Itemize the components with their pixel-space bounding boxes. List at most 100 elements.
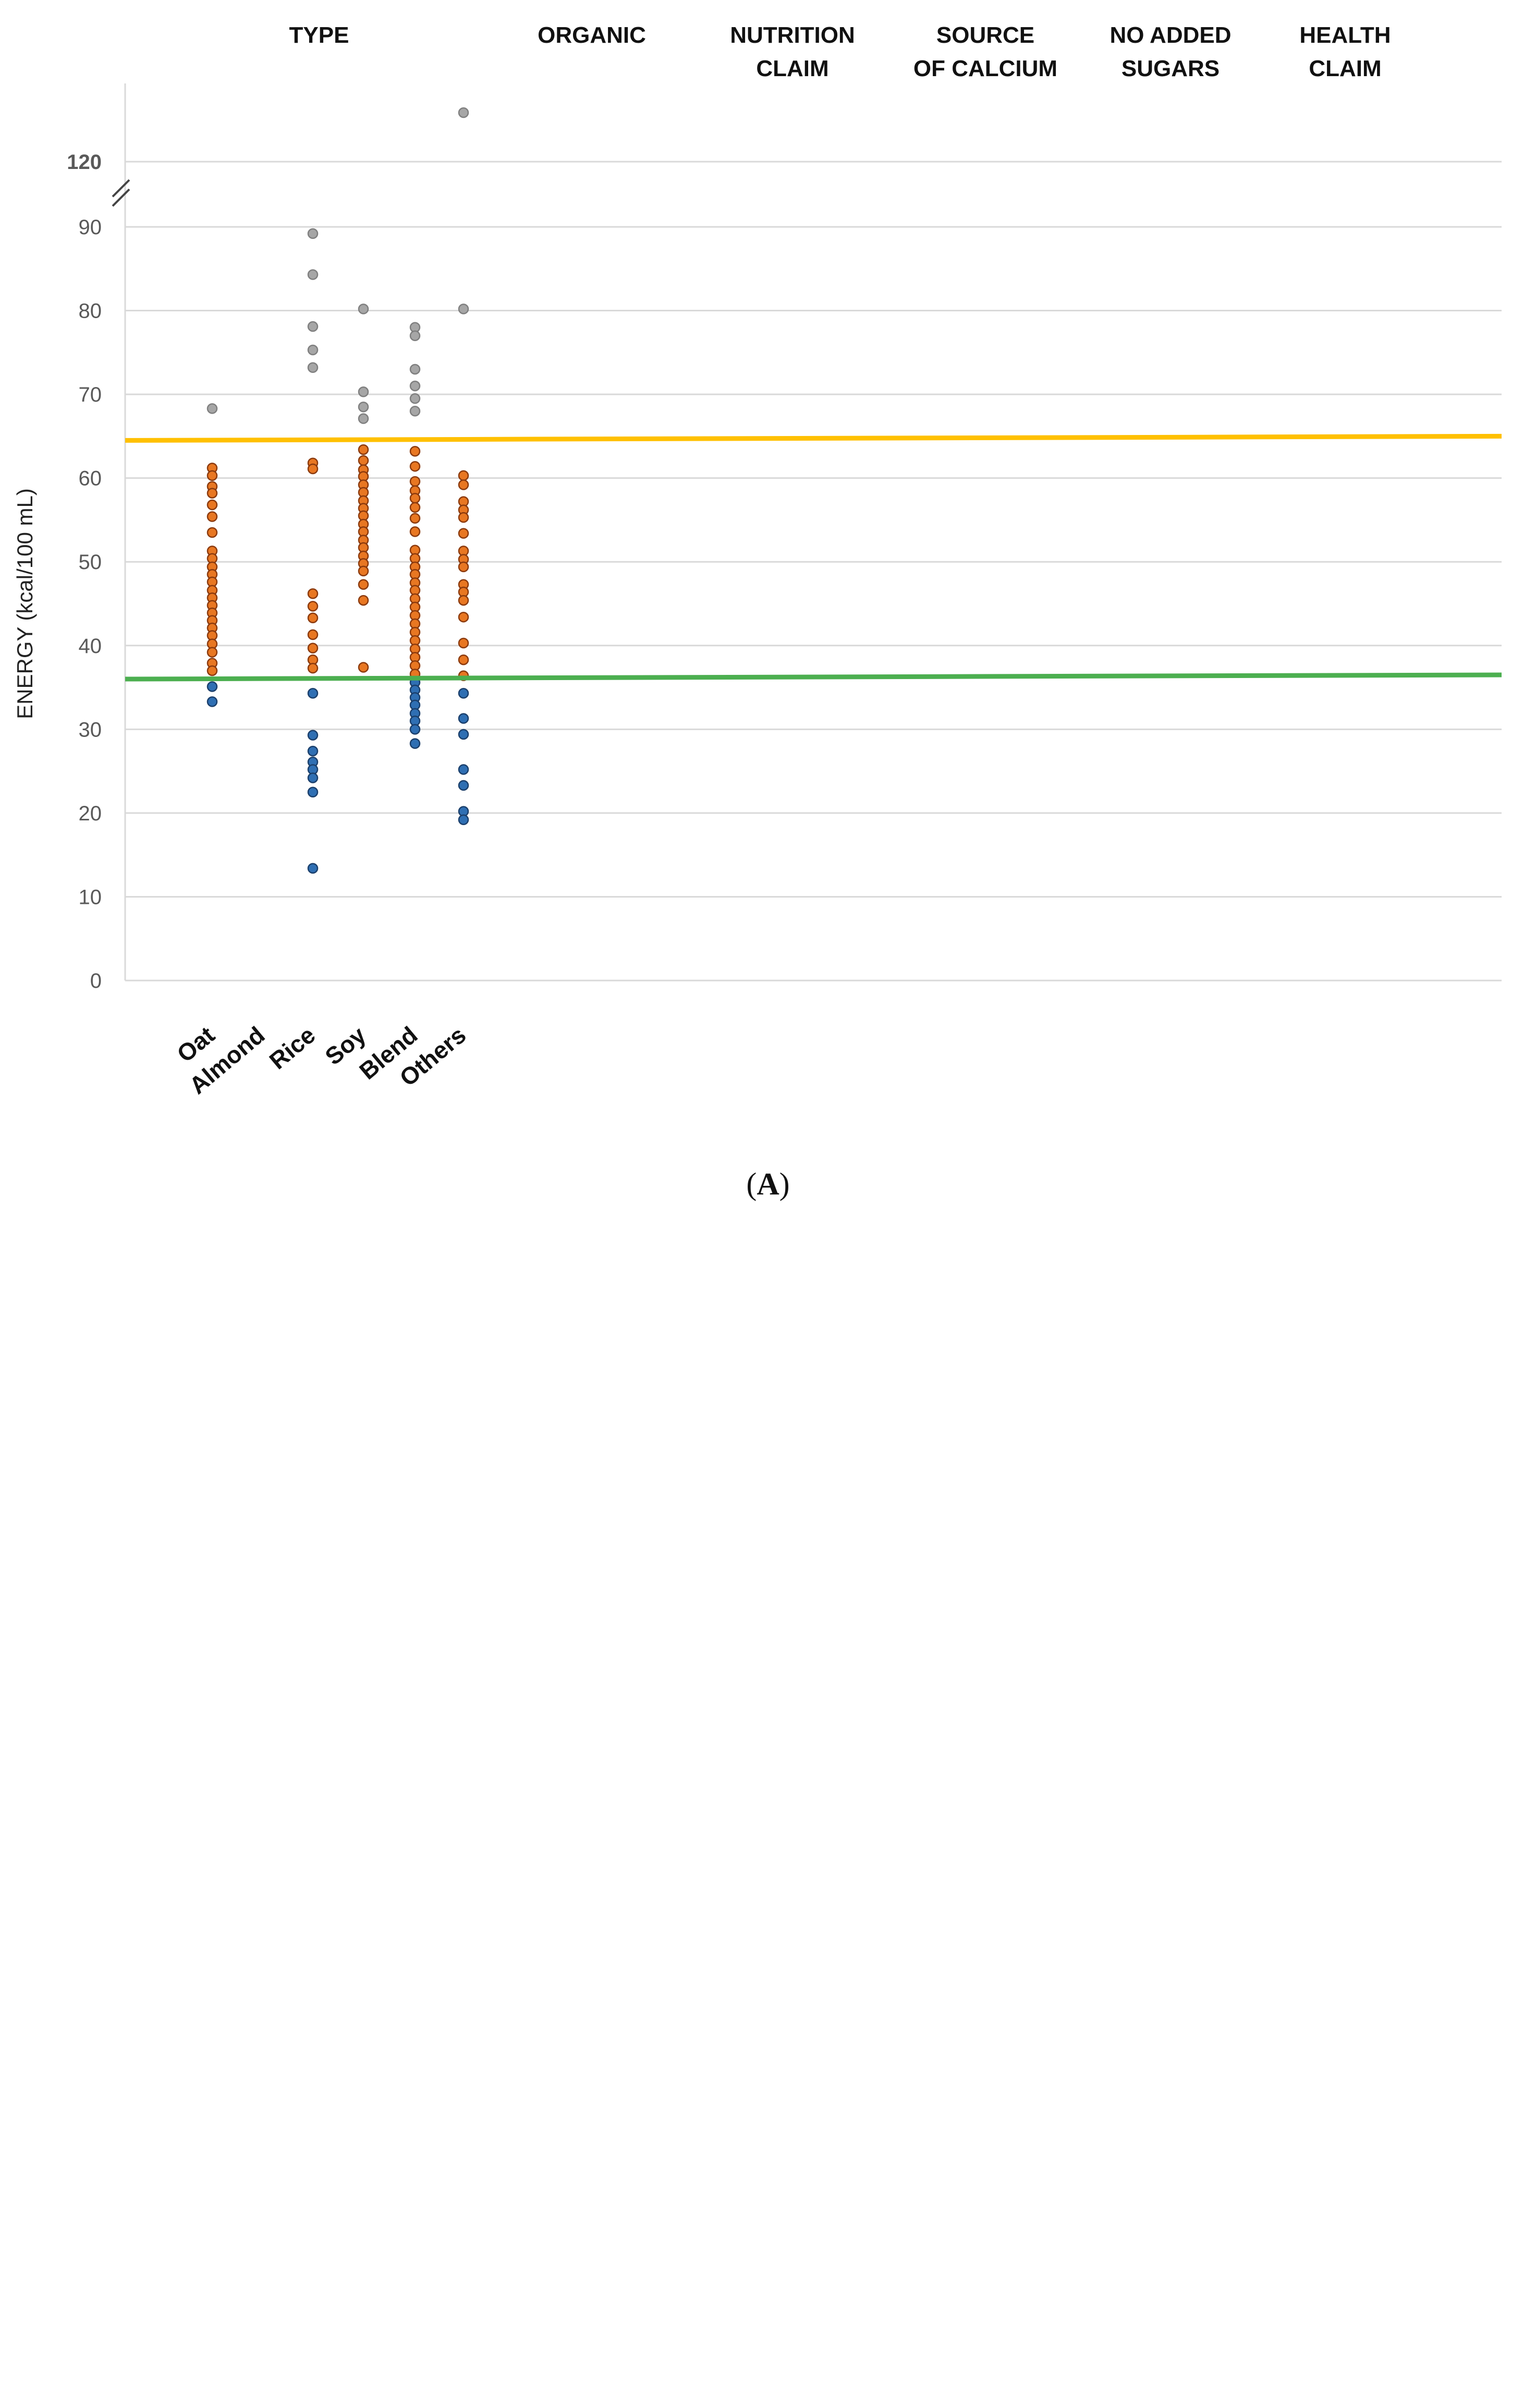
data-point	[206, 470, 218, 481]
data-point	[206, 488, 218, 499]
data-point-outlier	[307, 269, 319, 280]
data-point	[458, 479, 469, 490]
data-point	[409, 492, 421, 504]
data-point-below	[307, 745, 319, 757]
data-point-below	[458, 814, 469, 825]
category-rice	[307, 228, 319, 874]
group-header: NO ADDED	[1110, 22, 1231, 48]
data-point-outlier	[409, 380, 421, 392]
data-point-below	[458, 729, 469, 740]
data-point	[458, 654, 469, 665]
data-point	[307, 662, 319, 674]
y-tick-label: 90	[79, 216, 102, 239]
category-soy	[358, 304, 369, 673]
data-point	[458, 637, 469, 649]
energy-panel: 120 0 10 20 30 40 50 60 70 80 90 ENERGY (kcal/100 m…	[13, 22, 1502, 1201]
category-others	[458, 107, 469, 825]
data-point	[409, 461, 421, 472]
data-point-below	[307, 772, 319, 783]
data-point-below	[458, 688, 469, 699]
group-header: NUTRITION	[730, 22, 855, 48]
group-header: SOURCE	[936, 22, 1034, 48]
group-header: HEALTH	[1299, 22, 1391, 48]
data-point-outlier	[409, 364, 421, 375]
data-point-outlier	[358, 413, 369, 424]
data-point-outlier	[458, 304, 469, 314]
data-point-outlier	[409, 330, 421, 341]
data-point-below	[409, 724, 421, 735]
data-point	[206, 665, 218, 676]
data-point-below	[458, 713, 469, 724]
data-point	[206, 499, 218, 511]
data-point	[409, 513, 421, 524]
y-tick-label: 20	[79, 802, 102, 825]
data-point	[358, 595, 369, 606]
y-tick-label: 0	[90, 970, 102, 993]
data-point	[307, 643, 319, 654]
data-point-outlier	[409, 393, 421, 404]
upper-reference-line	[125, 433, 1502, 443]
data-point-outlier	[307, 362, 319, 373]
data-point	[458, 595, 469, 606]
data-point	[206, 647, 218, 658]
data-point-below	[458, 764, 469, 775]
data-point-below	[206, 696, 218, 707]
data-point	[409, 476, 421, 487]
category-oat	[206, 403, 218, 707]
data-point	[358, 565, 369, 577]
lower-reference-line	[125, 672, 1502, 682]
y-tick-label: 30	[79, 718, 102, 741]
data-point-outlier	[358, 386, 369, 397]
group-header-line2: CLAIM	[1309, 56, 1381, 81]
data-point-below	[307, 786, 319, 797]
data-point	[307, 612, 319, 624]
y-tick-label: 60	[79, 467, 102, 490]
data-point	[307, 588, 319, 599]
axis-break-mark	[112, 188, 130, 207]
y-tick-label: 70	[79, 383, 102, 406]
data-point-below	[307, 688, 319, 699]
data-point	[358, 579, 369, 590]
panel-label: (A)	[746, 1167, 789, 1201]
y-tick-label: 10	[79, 886, 102, 909]
y-tick-label: 50	[79, 551, 102, 574]
data-point-below	[307, 863, 319, 874]
group-header: TYPE	[289, 22, 349, 48]
group-header-line2: OF CALCIUM	[913, 56, 1057, 81]
data-point	[307, 601, 319, 612]
data-point	[458, 528, 469, 539]
data-point	[358, 444, 369, 455]
data-point-below	[307, 730, 319, 741]
data-point	[307, 629, 319, 640]
data-point	[409, 446, 421, 457]
data-point-below	[409, 738, 421, 749]
data-point	[206, 511, 218, 522]
data-point	[206, 527, 218, 538]
group-header: ORGANIC	[538, 22, 646, 48]
data-point	[458, 611, 469, 623]
data-point-outlier	[307, 321, 319, 332]
data-point	[458, 470, 469, 481]
data-point-outlier	[409, 405, 421, 417]
data-point-outlier	[458, 107, 469, 118]
data-point	[358, 455, 369, 466]
group-header-line2: CLAIM	[756, 56, 828, 81]
data-point	[358, 662, 369, 673]
data-point-below	[206, 681, 218, 692]
data-point	[409, 502, 421, 513]
data-point-outlier	[307, 344, 319, 356]
break-tick-label: 120	[67, 151, 102, 174]
data-point	[307, 463, 319, 475]
data-point-outlier	[307, 228, 319, 239]
group-header-line2: SUGARS	[1121, 56, 1220, 81]
data-point-outlier	[358, 304, 369, 314]
category-label: Rice	[264, 1021, 321, 1074]
data-point	[409, 526, 421, 537]
panel-letter: A	[757, 1167, 779, 1201]
data-point-outlier	[206, 403, 218, 414]
y-tick-label: 40	[79, 635, 102, 658]
category-blend	[409, 322, 421, 749]
data-point-outlier	[358, 401, 369, 413]
y-axis-label: ENERGY (kcal/100 mL)	[13, 488, 37, 719]
